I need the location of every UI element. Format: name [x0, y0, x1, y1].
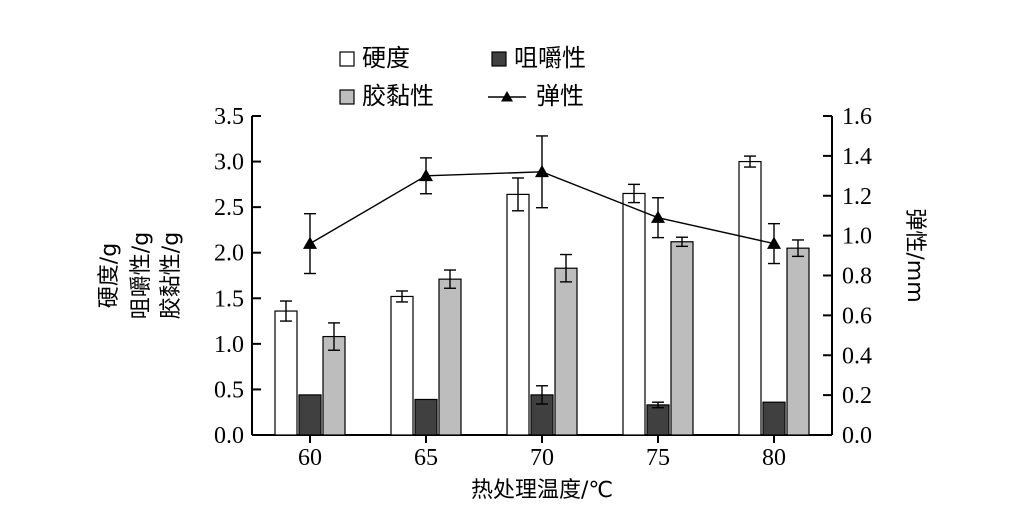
axes: 0.0 0.5 1.0 1.5 2.0 2.5 3.0 3.5 0.0 0.2 0.4 0.6 0.8 1… [97, 104, 927, 503]
x-axis-title: 热处理温度/℃ [471, 478, 613, 503]
y-right-tick-label: 0.4 [842, 343, 872, 369]
y-left-tick-label: 1.5 [214, 286, 244, 312]
bar-3-1 [322, 335, 346, 436]
y-left-tick-label: 2.5 [214, 195, 244, 221]
y-right-tick-label: 0.0 [842, 423, 872, 449]
bar-3-3 [554, 267, 578, 436]
y-axis-left-title: 硬度/g [97, 243, 122, 308]
legend-triangle-marker [501, 91, 513, 102]
bar-1-1 [274, 310, 298, 436]
bar-3-2 [438, 278, 462, 436]
legend-label-4: 弹性 [536, 82, 584, 110]
y-right-tick-label: 1.0 [842, 224, 872, 250]
y-left-tick-label: 3.5 [214, 104, 244, 130]
bar-1-4 [622, 192, 646, 436]
legend-label-3: 胶黏性 [362, 82, 434, 110]
bar-2-1 [298, 394, 322, 436]
y-right-tick-label: 0.8 [842, 264, 872, 290]
legend-label-2: 咀嚼性 [514, 44, 586, 72]
x-tick-label: 80 [762, 445, 786, 471]
bar-1-2 [390, 295, 414, 436]
y-left-tick-label: 0.0 [214, 423, 244, 449]
line-point-1 [303, 236, 317, 249]
y-axis-right-title: 弹性/mm [902, 208, 927, 302]
y-left-tick-label: 1.0 [214, 332, 244, 358]
bar-3-4 [670, 241, 694, 436]
bar-2-2 [414, 398, 438, 436]
line-point-3 [535, 164, 549, 178]
bars [274, 155, 810, 436]
legend-label-1: 硬度 [362, 44, 410, 72]
line-series [303, 135, 781, 275]
y-right-tick-label: 1.2 [842, 184, 872, 210]
bar-2-4 [646, 404, 670, 436]
y-right-tick-label: 0.6 [842, 303, 872, 329]
y-axis-left-title: 咀嚼性/g [129, 232, 154, 319]
y-left-tick-label: 3.0 [214, 150, 244, 176]
bar-3-5 [786, 247, 810, 436]
bar-1-5 [738, 160, 762, 436]
legend-swatch-1 [339, 51, 355, 67]
x-tick-label: 65 [414, 445, 438, 471]
bar-1-3 [506, 193, 530, 436]
y-right-tick-label: 0.2 [842, 383, 872, 409]
y-axis-left-title: 胶黏性/g [159, 232, 184, 319]
legend-swatch-2 [491, 51, 507, 67]
line-point-4 [651, 210, 665, 223]
bar-2-5 [762, 401, 786, 436]
x-tick-label: 60 [298, 445, 322, 471]
legend-swatch-3 [339, 89, 355, 105]
x-tick-label: 75 [646, 445, 670, 471]
x-tick-label: 70 [530, 445, 554, 471]
y-left-tick-label: 0.5 [214, 377, 244, 403]
line-point-5 [767, 236, 781, 249]
line-point-2 [419, 168, 433, 182]
y-right-tick-label: 1.4 [842, 144, 872, 170]
y-right-tick-label: 1.6 [842, 104, 872, 130]
y-left-tick-label: 2.0 [214, 241, 244, 267]
